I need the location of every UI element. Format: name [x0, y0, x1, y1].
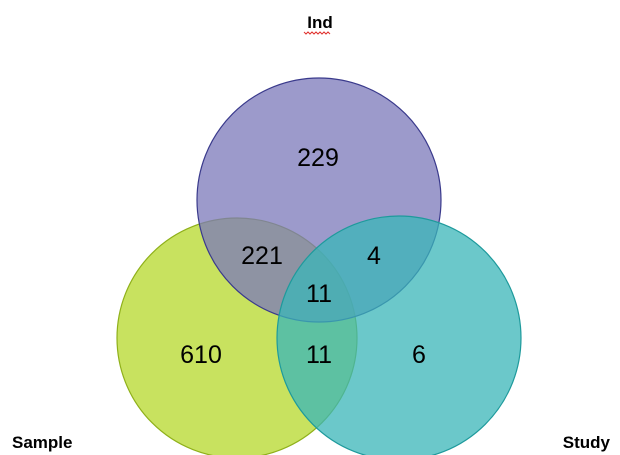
- value-ind-sample: 221: [241, 242, 283, 270]
- set-label-ind: Ind: [307, 13, 333, 32]
- region-values: 229 610 6 221 4 11 11: [180, 144, 426, 369]
- value-sample-only: 610: [180, 341, 222, 369]
- set-label-study: Study: [563, 433, 611, 452]
- venn-circles: [116, 77, 522, 455]
- value-study-only: 6: [412, 341, 426, 369]
- value-all: 11: [306, 280, 332, 308]
- spellcheck-underline: [303, 31, 331, 35]
- set-labels: Ind Sample Study: [12, 13, 611, 452]
- value-ind-only: 229: [297, 144, 339, 172]
- set-label-sample: Sample: [12, 433, 72, 452]
- circle-study: [276, 215, 522, 455]
- value-ind-study: 4: [367, 242, 381, 270]
- value-sample-study: 11: [306, 341, 332, 369]
